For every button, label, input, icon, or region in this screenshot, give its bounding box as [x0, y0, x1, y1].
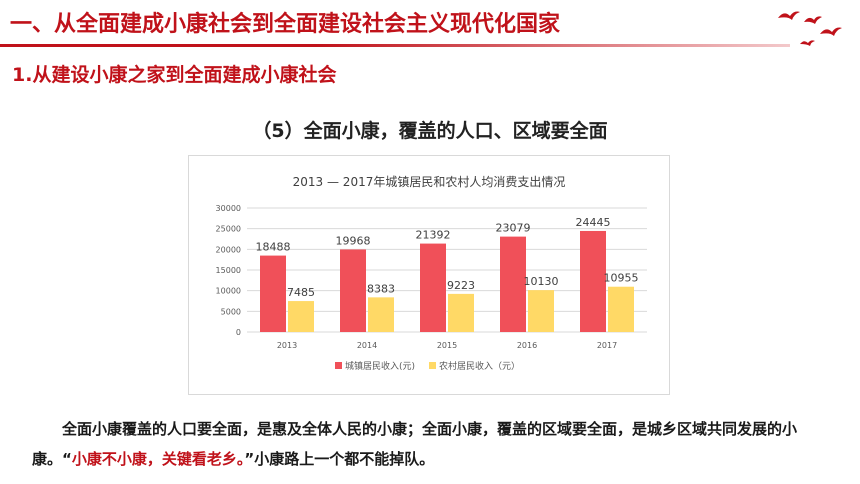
rural-bar: [448, 293, 474, 332]
y-tick-label: 20000: [216, 245, 241, 254]
data-label: 7485: [287, 286, 315, 299]
rural-bar: [528, 290, 554, 332]
data-label: 19968: [336, 234, 371, 247]
y-tick-label: 25000: [216, 225, 241, 234]
x-tick-label: 2013: [277, 341, 297, 350]
legend-swatch-rural: [429, 362, 436, 369]
bar-chart: 2013 — 2017年城镇居民和农村人均消费支出情况 0 5000 10000 150…: [216, 175, 647, 372]
x-tick-label: 2014: [357, 341, 377, 350]
main-title: 一、从全面建成小康社会到全面建设社会主义现代化国家: [10, 12, 561, 37]
data-label: 24445: [576, 216, 611, 229]
data-label: 21392: [416, 229, 451, 242]
y-tick-label: 10000: [216, 287, 241, 296]
x-tick-label: 2015: [437, 341, 457, 350]
x-tick-label: 2017: [597, 341, 617, 350]
y-tick-label: 5000: [221, 307, 241, 316]
body-text-part-2: ”小康路上一个都不能掉队。: [244, 450, 435, 468]
urban-bar: [500, 236, 526, 332]
chart-container: 2013 — 2017年城镇居民和农村人均消费支出情况 0 5000 10000 150…: [188, 155, 670, 395]
urban-bar: [260, 255, 286, 332]
urban-bar: [420, 243, 446, 332]
title-bar: 一、从全面建成小康社会到全面建设社会主义现代化国家: [0, 0, 860, 47]
data-label: 10130: [524, 275, 559, 288]
data-label: 18488: [256, 241, 291, 254]
body-text-part-1: 全面小康覆盖的人口要全面，是惠及全体人民的小康；全面小康，覆盖的区域要全面，是城…: [32, 420, 798, 468]
urban-bar: [340, 249, 366, 332]
legend-label: 农村居民收入（元）: [439, 360, 520, 372]
rural-bar: [288, 301, 314, 332]
x-tick-label: 2016: [517, 341, 537, 350]
data-label: 8383: [367, 282, 395, 295]
body-paragraph: 全面小康覆盖的人口要全面，是惠及全体人民的小康；全面小康，覆盖的区域要全面，是城…: [32, 414, 844, 474]
chart-title: 2013 — 2017年城镇居民和农村人均消费支出情况: [293, 175, 566, 189]
sub-title: 1.从建设小康之家到全面建成小康社会: [12, 64, 337, 86]
data-label: 9223: [447, 279, 475, 292]
title-divider: [0, 44, 790, 47]
body-highlight: 小康不小康，关键看老乡。: [71, 450, 245, 468]
legend-swatch-urban: [335, 362, 342, 369]
y-tick-label: 15000: [216, 266, 241, 275]
legend-label: 城镇居民收入(元): [345, 360, 415, 372]
y-tick-label: 30000: [216, 204, 241, 213]
rural-bar: [608, 286, 634, 332]
data-label: 10955: [604, 272, 639, 285]
section-heading: （5）全面小康，覆盖的人口、区域要全面: [252, 120, 608, 142]
urban-bar: [580, 230, 606, 332]
data-label: 23079: [496, 222, 531, 235]
flying-birds-icon: [778, 11, 842, 46]
rural-bar: [368, 297, 394, 332]
y-tick-label: 0: [236, 328, 241, 337]
